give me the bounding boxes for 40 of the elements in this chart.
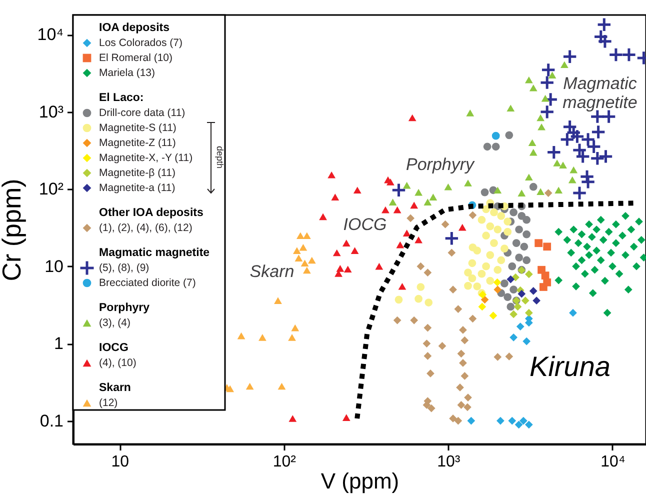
legend-label: (3), (4) [99, 317, 130, 329]
y-tick-label: 10 [44, 256, 64, 276]
y-tick-label: 0.1 [40, 411, 64, 430]
legend-label: Brecciated diorite (7) [99, 277, 196, 289]
annotation: Porphyry [99, 302, 150, 314]
legend-label: El Romeral (10) [99, 52, 173, 64]
legend-label: Magnetite-Z (11) [99, 137, 176, 149]
annotation: Skarn [99, 382, 131, 394]
annotation: Other IOA deposits [99, 207, 204, 219]
legend-label: Mariela (13) [99, 67, 156, 79]
y-axis-title: Cr (ppm) [0, 178, 26, 282]
annotation: IOCG [99, 342, 128, 354]
x-tick-label: 10² [272, 454, 297, 470]
annotation: El Laco: [99, 92, 144, 104]
x-tick-label: 10 [111, 454, 130, 470]
annotation: IOCG [343, 215, 387, 234]
x-tick-label: 10³ [437, 454, 461, 470]
y-tick-label: 10³ [38, 102, 64, 122]
y-tick-label: 10⁴ [37, 25, 64, 44]
annotation: depth [215, 146, 225, 169]
annotation: Porphyry [406, 155, 476, 174]
y-tick-label: 10² [38, 180, 64, 199]
legend-label: (12) [99, 397, 118, 409]
legend-label: Magnetite-a (11) [99, 182, 176, 194]
legend-label: (1), (2), (4), (6), (12) [99, 222, 192, 234]
legend-label: Drill-core data (11) [99, 107, 186, 119]
annotation: Magmatic magnetite [562, 74, 638, 112]
annotation: Magmatic magnetite [99, 247, 210, 259]
legend-label: Magnetite-X, -Y (11) [99, 152, 193, 164]
x-tick-label: 10⁴ [600, 454, 626, 470]
annotation: Kiruna [530, 351, 610, 382]
legend-label: Magnetite-β (11) [99, 167, 176, 179]
legend-label: Los Colorados (7) [99, 37, 182, 49]
annotation: IOA deposits [99, 22, 170, 34]
annotation: Skarn [250, 262, 294, 281]
y-tick-label: 1 [54, 334, 64, 354]
legend-label: (4), (10) [99, 357, 136, 369]
x-axis-title: V (ppm) [320, 468, 400, 494]
legend-label: (5), (8), (9) [99, 262, 150, 274]
legend-label: Magnetite-S (11) [99, 122, 176, 134]
